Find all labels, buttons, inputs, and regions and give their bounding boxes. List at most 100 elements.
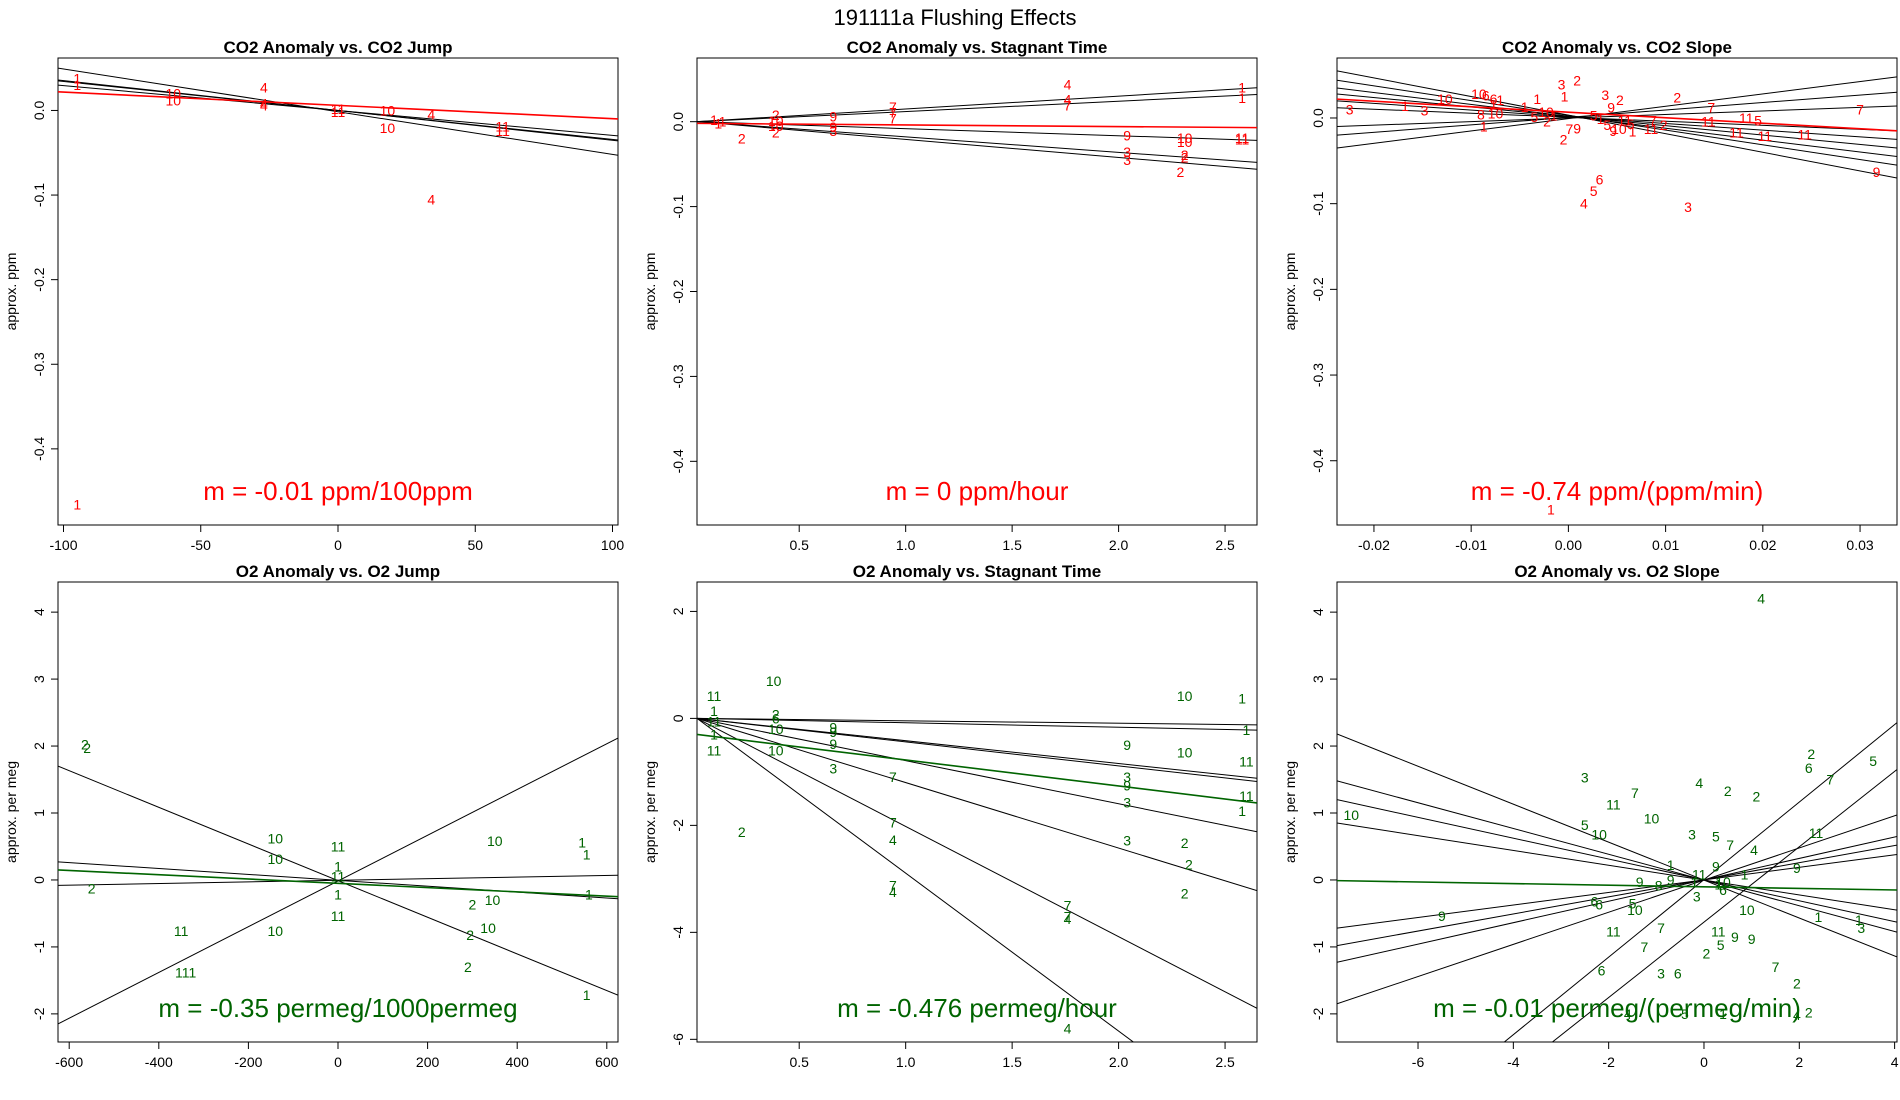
chart-panel-3: CO2 Anomaly vs. CO2 Slope approx. ppm -0.0… [1282, 38, 1898, 553]
data-point: 3 [829, 123, 837, 139]
data-point: 10 [480, 920, 496, 936]
data-point: 7 [889, 769, 897, 785]
data-point: 9 [1609, 123, 1617, 139]
y-axis-label: approx. per meg [1282, 761, 1298, 863]
chart-panel-6: O2 Anomaly vs. O2 Slope approx. per meg -6… [1282, 562, 1899, 1070]
x-tick-label: -400 [145, 1054, 173, 1070]
data-point: 6 [1805, 760, 1813, 776]
fit-line [1337, 835, 1897, 963]
y-tick-label: 1 [31, 809, 47, 817]
data-point: 9 [1123, 777, 1131, 793]
data-point: 2 [1793, 976, 1801, 992]
chart-title: O2 Anomaly vs. Stagnant Time [853, 562, 1101, 581]
y-tick-label: -1 [31, 940, 47, 953]
data-point: 2 [1660, 117, 1668, 133]
y-axis-label: approx. per meg [3, 761, 19, 863]
data-point: 7 [1064, 898, 1072, 914]
chart-title: CO2 Anomaly vs. CO2 Slope [1502, 38, 1732, 57]
x-tick-label: 200 [416, 1054, 440, 1070]
data-point: 11 [1809, 825, 1824, 841]
fit-line [1337, 87, 1897, 158]
data-point: 3 [1123, 152, 1131, 168]
data-point: 10 [1177, 130, 1193, 146]
slope-annotation: m = -0.01 permeg/(permeg/min) [1433, 993, 1801, 1023]
data-point: 10 [1644, 810, 1660, 826]
plot-frame [1336, 581, 1898, 1043]
data-point: 2 [1181, 149, 1189, 165]
data-point: 10 [1177, 745, 1193, 761]
data-point: 7 [889, 110, 897, 126]
data-point: 5 [1603, 117, 1611, 133]
data-point: 1 [578, 834, 586, 850]
x-tick-label: -200 [234, 1054, 262, 1070]
data-point: 10 [267, 830, 283, 846]
data-point: 10 [1739, 902, 1755, 918]
x-tick-label: -50 [191, 537, 211, 553]
y-tick-label: -6 [670, 1033, 686, 1046]
data-point: 1 [1550, 107, 1558, 123]
data-point: 2 [83, 740, 91, 756]
data-point: 7 [889, 877, 897, 893]
data-point: 1 [714, 115, 722, 131]
data-point: 10 [768, 118, 784, 134]
data-point: 2 [772, 107, 780, 123]
data-point: 11 [707, 742, 722, 758]
x-tick-label: 2 [1795, 1054, 1803, 1070]
data-point: 11 [1235, 130, 1250, 146]
x-tick-label: 50 [467, 537, 483, 553]
y-tick-label: 0 [670, 714, 686, 722]
overall-fit-line [697, 733, 1257, 804]
fit-line [697, 717, 1257, 783]
data-point: 3 [1123, 144, 1131, 160]
overall-fit-line [1337, 879, 1897, 891]
data-point: 4 [889, 884, 897, 900]
fit-line [58, 67, 618, 156]
data-point: 10 [1177, 134, 1193, 150]
data-point: 5 [1590, 183, 1598, 199]
data-point: 111 [175, 964, 196, 980]
fit-line [1337, 844, 1897, 947]
fit-line [1503, 722, 1897, 1042]
data-point: 7 [1064, 98, 1072, 114]
data-point: 10 [485, 892, 501, 908]
data-point: 2 [1573, 72, 1581, 88]
data-point: 3 [1558, 77, 1566, 93]
data-point: 2 [1616, 92, 1624, 108]
data-point: 2 [1702, 946, 1710, 962]
y-tick-label: 0 [31, 876, 47, 884]
fit-line [1551, 769, 1897, 1042]
data-point: 7 [1826, 772, 1834, 788]
data-point: 3 [1657, 966, 1665, 982]
data-point: 2 [466, 927, 474, 943]
data-point: 7 [1657, 920, 1665, 936]
x-tick-label: -0.01 [1455, 537, 1487, 553]
data-point: 6 [1482, 88, 1490, 104]
data-point: 3 [829, 761, 837, 777]
data-point: 2 [772, 707, 780, 723]
data-point: 7 [1565, 121, 1573, 137]
data-point: 4 [1624, 1006, 1632, 1022]
y-tick-label: -0.1 [670, 194, 686, 218]
chart-title: O2 Anomaly vs. O2 Slope [1514, 562, 1719, 581]
fit-line [1337, 733, 1897, 958]
data-point: 10 [1471, 86, 1487, 102]
fit-line [697, 717, 1257, 731]
data-point: 3 [1688, 826, 1696, 842]
data-point: 6 [1596, 172, 1604, 188]
fit-line [1337, 822, 1897, 911]
data-point: 2 [464, 959, 472, 975]
data-point: 10 [380, 120, 396, 136]
data-point: 11 [1606, 924, 1621, 940]
y-tick-label: 2 [31, 742, 47, 750]
data-point: 4 [1064, 1021, 1072, 1037]
fit-line [1337, 70, 1897, 179]
y-tick-label: -0.4 [1310, 448, 1326, 472]
data-point: 6 [772, 710, 780, 726]
data-point: 10 [1627, 902, 1643, 918]
data-point: 4 [1757, 591, 1765, 607]
chart-title: O2 Anomaly vs. O2 Jump [236, 562, 440, 581]
data-point: 2 [1543, 113, 1551, 129]
data-point: 2 [88, 881, 96, 897]
